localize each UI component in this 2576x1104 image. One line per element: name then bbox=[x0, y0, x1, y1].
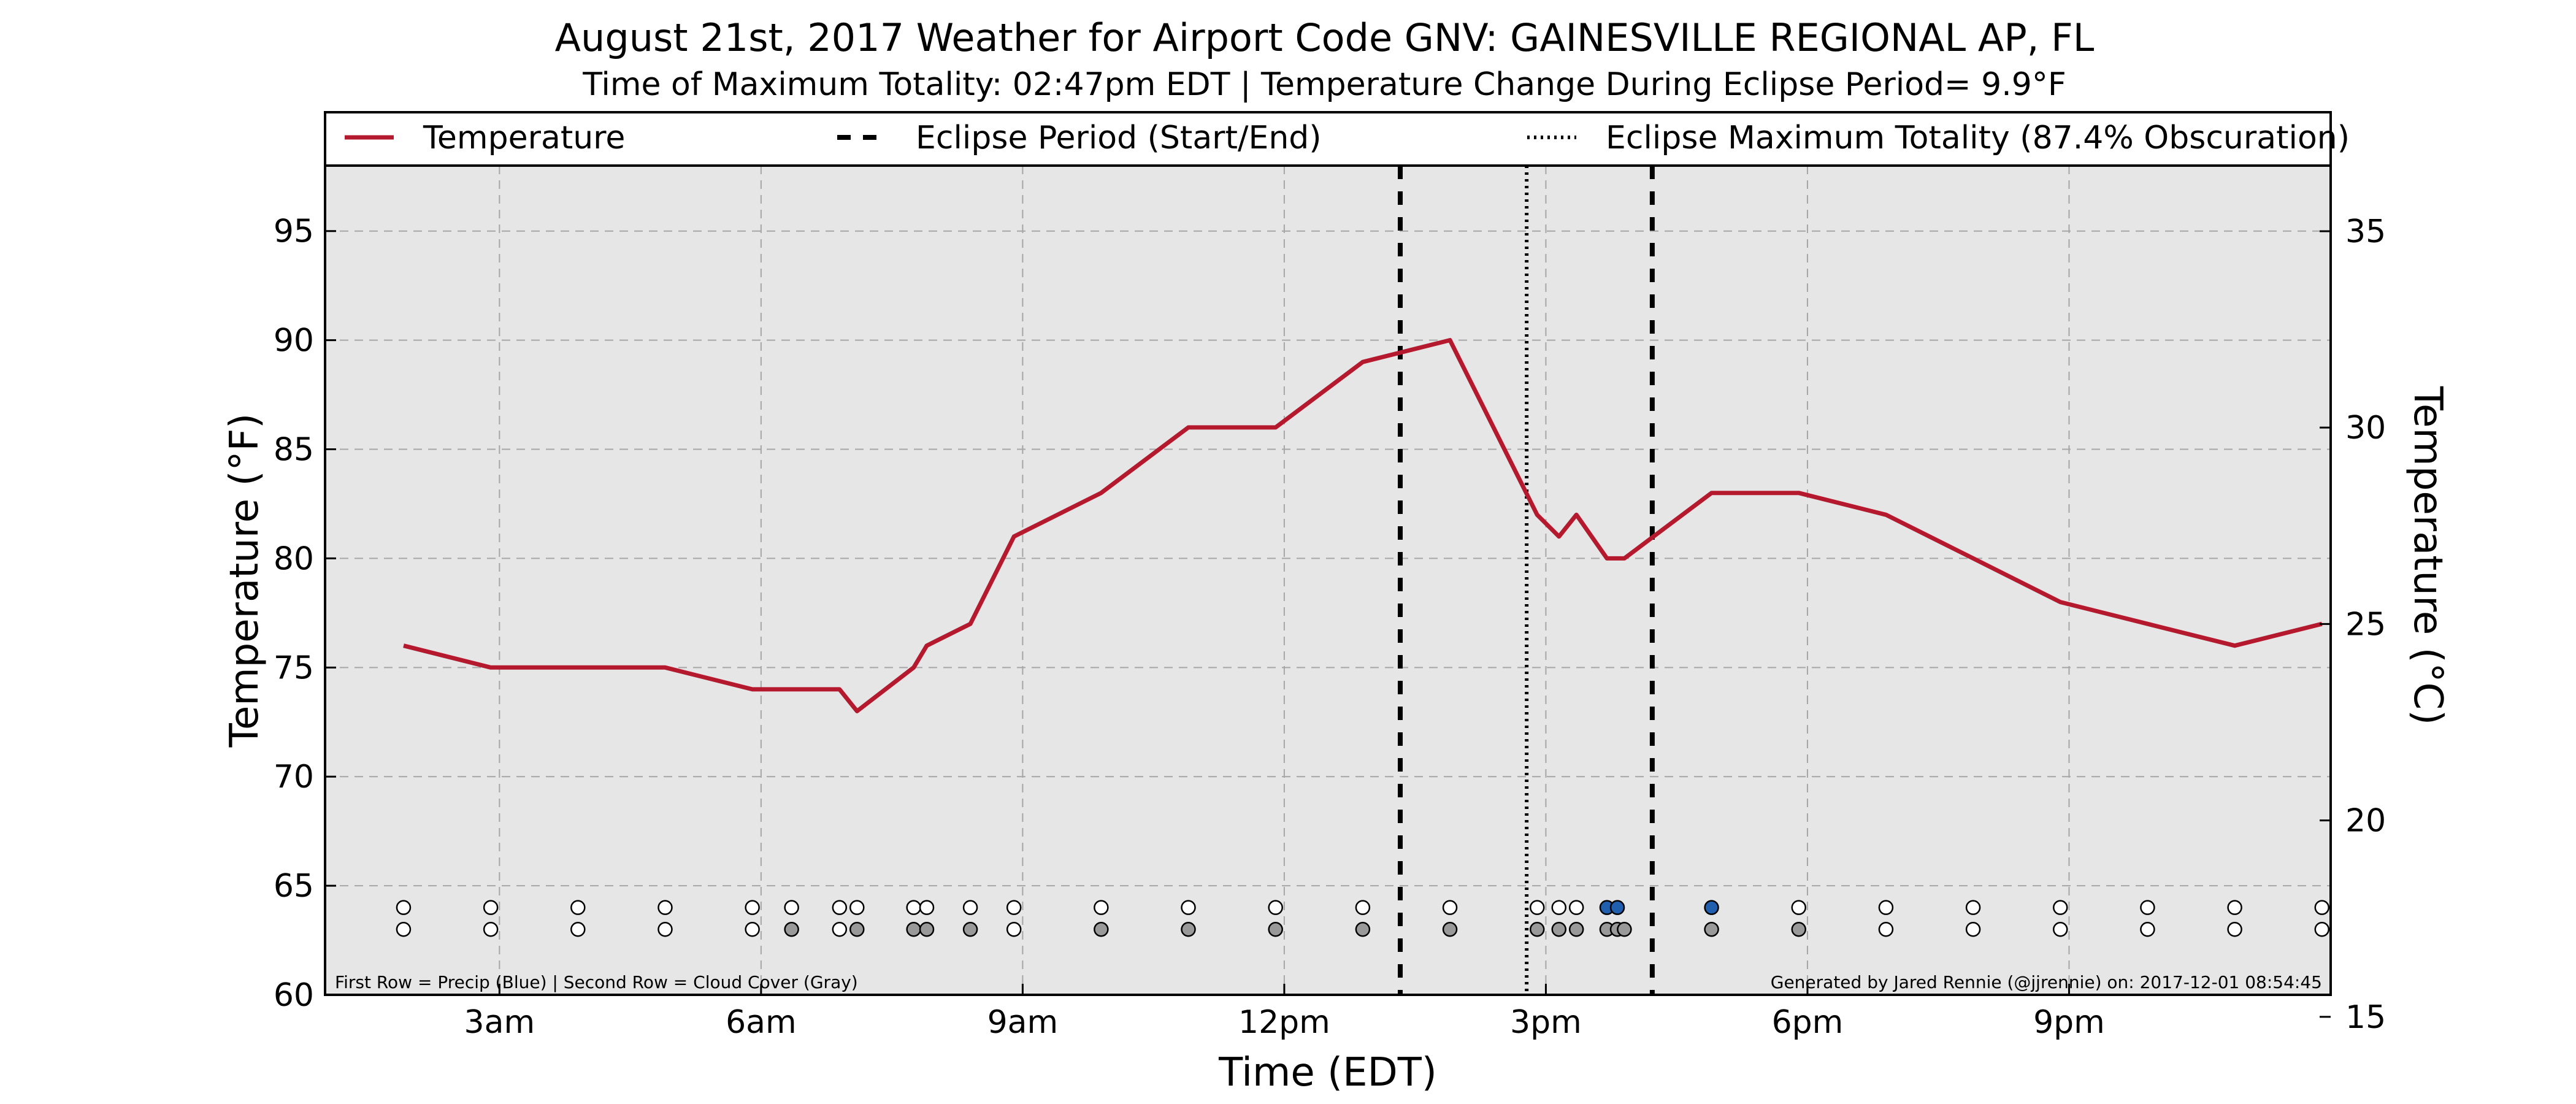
precip-marker bbox=[1355, 900, 1371, 915]
precip-marker bbox=[396, 900, 412, 915]
cloud-marker bbox=[1442, 922, 1458, 937]
y-axis-right-label: Temperature (°C) bbox=[2405, 386, 2450, 725]
cloud-marker bbox=[919, 922, 935, 937]
precip-marker bbox=[1006, 900, 1022, 915]
cloud-marker bbox=[2053, 922, 2068, 937]
cloud-marker bbox=[1551, 922, 1567, 937]
x-axis-label: Time (EDT) bbox=[1218, 1050, 1437, 1095]
footnote-generated-by: Generated by Jared Rennie (@jjrennie) on… bbox=[1771, 972, 2322, 992]
cloud-marker bbox=[849, 922, 865, 937]
weather-markers bbox=[396, 900, 2330, 937]
y-tick-label: 85 bbox=[274, 432, 314, 469]
y-right-tick-label: 35 bbox=[2345, 213, 2386, 250]
precip-marker bbox=[832, 900, 848, 915]
temperature-series bbox=[403, 338, 2323, 713]
cloud-marker bbox=[483, 922, 499, 937]
cloud-marker bbox=[1568, 922, 1584, 937]
cloud-marker bbox=[784, 922, 799, 937]
precip-marker bbox=[1181, 900, 1196, 915]
precip-marker bbox=[962, 900, 978, 915]
chart-subtitle: Time of Maximum Totality: 02:47pm EDT | … bbox=[583, 66, 2066, 103]
cloud-marker bbox=[962, 922, 978, 937]
precip-marker bbox=[1878, 900, 1894, 915]
plot-area bbox=[325, 166, 2331, 995]
footnote-legend-rows: First Row = Precip (Blue) | Second Row =… bbox=[335, 972, 858, 992]
temperature-line bbox=[403, 338, 2323, 713]
cloud-marker bbox=[396, 922, 412, 937]
x-tick-label: 9am bbox=[987, 1004, 1059, 1041]
cloud-marker bbox=[1094, 922, 1109, 937]
y-tick-label: 95 bbox=[274, 213, 314, 250]
precip-marker bbox=[906, 900, 921, 915]
cloud-marker bbox=[1006, 922, 1022, 937]
x-tick-label: 6pm bbox=[1772, 1004, 1844, 1041]
cloud-marker bbox=[1704, 922, 1719, 937]
legend-label-max-totality: Eclipse Maximum Totality (87.4% Obscurat… bbox=[1606, 120, 2350, 156]
y-axis-label: Temperature (°F) bbox=[222, 413, 267, 748]
cloud-marker bbox=[1181, 922, 1196, 937]
cloud-marker bbox=[1791, 922, 1806, 937]
legend-label-eclipse-period: Eclipse Period (Start/End) bbox=[916, 120, 1322, 156]
x-tick-label: 3am bbox=[464, 1004, 535, 1041]
y-right-tick-label: 15 bbox=[2345, 999, 2386, 1036]
cloud-marker bbox=[1617, 922, 1632, 937]
cloud-marker bbox=[906, 922, 921, 937]
y-tick-label: 80 bbox=[274, 540, 314, 577]
legend-label-temperature: Temperature bbox=[423, 120, 625, 156]
cloud-marker bbox=[2227, 922, 2242, 937]
cloud-marker bbox=[1878, 922, 1894, 937]
precip-marker bbox=[1442, 900, 1458, 915]
cloud-marker bbox=[657, 922, 673, 937]
axes: 60 65 70 75 80 85 90 95 3am 6am 9am 12pm 3pm 6pm 9pm 15… bbox=[274, 213, 2386, 1041]
cloud-marker bbox=[1965, 922, 1981, 937]
precip-marker bbox=[2140, 900, 2155, 915]
cloud-marker bbox=[2314, 922, 2330, 937]
precip-marker bbox=[1529, 900, 1545, 915]
precip-marker bbox=[849, 900, 865, 915]
precip-marker bbox=[784, 900, 799, 915]
precip-marker bbox=[745, 900, 760, 915]
precip-marker bbox=[1268, 900, 1283, 915]
precip-marker bbox=[1094, 900, 1109, 915]
x-tick-label: 12pm bbox=[1238, 1004, 1330, 1041]
x-tick-label: 9pm bbox=[2033, 1004, 2105, 1041]
precip-marker bbox=[1609, 900, 1625, 915]
y-tick-label: 75 bbox=[274, 650, 314, 686]
precip-marker bbox=[919, 900, 935, 915]
precip-marker bbox=[657, 900, 673, 915]
precip-marker bbox=[1551, 900, 1567, 915]
legend-box bbox=[324, 111, 2332, 167]
eclipse-lines bbox=[1398, 166, 1655, 995]
y-tick-label: 60 bbox=[274, 977, 314, 1014]
cloud-marker bbox=[1268, 922, 1283, 937]
cloud-marker bbox=[2140, 922, 2155, 937]
precip-marker bbox=[1704, 900, 1719, 915]
precip-marker bbox=[570, 900, 586, 915]
chart-title: August 21st, 2017 Weather for Airport Co… bbox=[554, 15, 2095, 60]
precip-marker bbox=[1568, 900, 1584, 915]
cloud-marker bbox=[1529, 922, 1545, 937]
y-right-tick-label: 25 bbox=[2345, 606, 2386, 643]
cloud-marker bbox=[570, 922, 586, 937]
y-tick-label: 90 bbox=[274, 323, 314, 359]
cloud-marker bbox=[1355, 922, 1371, 937]
precip-marker bbox=[2053, 900, 2068, 915]
precip-marker bbox=[2227, 900, 2242, 915]
y-tick-label: 70 bbox=[274, 759, 314, 795]
gridlines bbox=[325, 166, 2331, 995]
precip-marker bbox=[483, 900, 499, 915]
precip-marker bbox=[1965, 900, 1981, 915]
y-right-tick-label: 30 bbox=[2345, 410, 2386, 447]
cloud-marker bbox=[745, 922, 760, 937]
precip-marker bbox=[2314, 900, 2330, 915]
y-right-tick-label: 20 bbox=[2345, 803, 2386, 840]
x-tick-label: 3pm bbox=[1510, 1004, 1582, 1041]
precip-marker bbox=[1791, 900, 1806, 915]
cloud-marker bbox=[832, 922, 848, 937]
legend: Temperature Eclipse Period (Start/End) E… bbox=[324, 111, 2350, 167]
x-tick-label: 6am bbox=[726, 1004, 797, 1041]
y-tick-label: 65 bbox=[274, 868, 314, 905]
